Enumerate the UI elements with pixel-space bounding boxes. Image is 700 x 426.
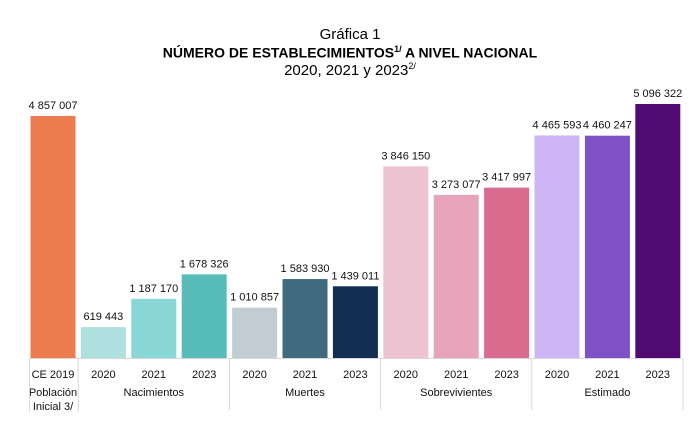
data-label: 1 583 930 [281,263,330,275]
x-tick-label: 2021 [293,369,317,381]
data-label: 1 678 326 [180,258,229,270]
chart-title: Gráfica 1 [319,26,381,43]
x-tick-label: 2023 [192,369,216,381]
subtitle-main: NÚMERO DE ESTABLECIMIENTOS [162,44,395,61]
data-label: 4 857 007 [29,100,78,112]
data-label: 1 187 170 [129,283,178,295]
bar [433,194,479,358]
x-tick-label: 2023 [646,369,670,381]
x-tick-label: CE 2019 [32,369,75,381]
data-label: 1 010 857 [230,292,279,304]
group-label: Muertes [285,387,325,399]
group-label: Sobrevivientes [420,387,493,399]
bar [30,115,76,358]
chart-subtitle: NÚMERO DE ESTABLECIMIENTOS1/ A NIVEL NAC… [0,44,700,61]
data-label: 4 465 593 [533,119,582,131]
subtitle-rest: A NIVEL NACIONAL [401,44,538,61]
bar [181,274,227,358]
bar [584,135,630,358]
bar [282,279,328,358]
data-label: 619 443 [84,311,124,323]
data-label: 3 417 997 [482,172,531,184]
data-label: 5 096 322 [633,88,682,100]
x-tick-label: 2023 [494,369,518,381]
group-label: Estimado [584,387,630,399]
x-tick-label: 2021 [142,369,166,381]
bar [131,298,177,358]
subtitle-footnote: 1/ [394,44,402,54]
years-footnote: 2/ [408,61,416,71]
data-label: 4 460 247 [583,120,632,132]
x-tick-label: 2021 [444,369,468,381]
group-label: Población [29,387,77,399]
years-text: 2020, 2021 y 2023 [284,62,409,79]
bar [383,166,429,358]
x-tick-label: 2020 [242,369,266,381]
bar [232,307,278,358]
group-label: Nacimientos [124,387,185,399]
x-tick-label: 2020 [91,369,115,381]
bar [332,286,378,358]
x-tick-label: 2020 [394,369,418,381]
bar [484,187,530,358]
data-label: 3 846 150 [381,150,430,162]
group-label: Inicial 3/ [33,401,74,413]
x-tick-label: 2023 [343,369,367,381]
bar [635,104,681,358]
x-tick-label: 2020 [545,369,569,381]
data-label: 1 439 011 [331,270,379,282]
bar [534,135,580,358]
bar [80,327,126,358]
data-label: 3 273 077 [432,179,481,191]
chart-years: 2020, 2021 y 20232/ [0,61,700,79]
x-tick-label: 2021 [595,369,619,381]
